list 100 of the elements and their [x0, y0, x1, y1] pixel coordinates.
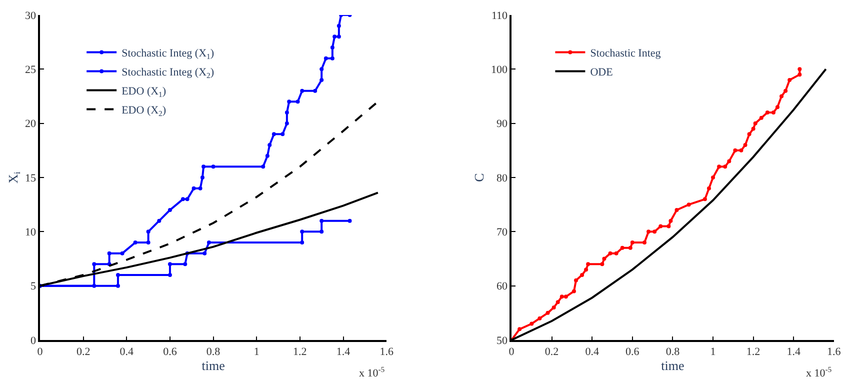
y-tick-label: 15: [25, 172, 37, 184]
point: [284, 121, 289, 126]
point: [300, 240, 304, 244]
point: [180, 197, 185, 202]
y-tick-label: 50: [496, 334, 508, 347]
point: [658, 224, 663, 228]
point: [146, 230, 150, 234]
point: [798, 67, 802, 72]
point: [330, 56, 334, 60]
point: [202, 251, 207, 256]
point: [572, 289, 576, 294]
point: [518, 327, 522, 332]
y-tick-label: 5: [30, 280, 37, 293]
x-tick-label: 1.2: [293, 346, 307, 358]
y-tick-label: 80: [496, 172, 508, 184]
point: [200, 176, 204, 180]
y-tick-label: 70: [496, 226, 508, 239]
point: [116, 284, 120, 288]
point: [765, 110, 770, 114]
point: [600, 262, 604, 266]
point: [284, 110, 289, 114]
point: [287, 100, 292, 104]
x-tick-label: 1: [254, 346, 260, 358]
point: [586, 262, 590, 266]
point: [723, 164, 728, 169]
point: [332, 34, 337, 39]
point: [116, 273, 120, 277]
point: [168, 262, 172, 266]
point: [300, 88, 304, 93]
y-tick-label: 90: [496, 118, 508, 130]
x-tick-label: 0.6: [163, 346, 178, 358]
legend-label: Stochastic Integ (X$_{1}$): [122, 48, 214, 61]
point: [608, 251, 612, 256]
point: [198, 186, 202, 190]
point: [668, 218, 673, 223]
point: [300, 230, 304, 234]
y-axis-title: C: [472, 173, 487, 182]
point: [538, 316, 542, 320]
point: [202, 164, 206, 169]
point: [546, 310, 550, 315]
y-tick-label: 10: [25, 226, 37, 239]
point: [580, 273, 584, 277]
point: [743, 143, 748, 147]
point: [747, 132, 752, 136]
point: [320, 67, 324, 72]
point: [120, 251, 124, 256]
point: [759, 116, 764, 120]
point: [751, 126, 756, 131]
point: [272, 132, 276, 136]
point: [560, 294, 564, 299]
point: [336, 24, 341, 28]
point: [702, 197, 707, 202]
point: [788, 78, 792, 82]
point: [330, 46, 334, 50]
point: [727, 159, 732, 164]
legend-label: EDO (X$_{1}$): [122, 86, 166, 99]
x-tick-label: 0.8: [666, 346, 680, 358]
point: [320, 78, 324, 82]
point: [296, 100, 300, 104]
x-tick-label: 0.2: [76, 346, 90, 358]
y-tick-label: 100: [491, 64, 508, 76]
point: [320, 218, 324, 223]
point: [183, 262, 188, 266]
x-tick-label: 0.2: [544, 346, 559, 358]
point: [628, 246, 632, 250]
point: [574, 278, 578, 282]
point: [706, 186, 711, 190]
point: [630, 240, 634, 244]
point: [107, 251, 112, 256]
point: [211, 164, 216, 169]
y-tick-label: 25: [25, 64, 37, 76]
point: [133, 240, 138, 244]
y-tick-label: 0: [30, 334, 37, 347]
point: [780, 94, 784, 98]
point: [717, 164, 722, 169]
point: [733, 148, 738, 152]
point: [157, 218, 162, 223]
point: [739, 148, 744, 152]
point: [552, 306, 556, 310]
x-tick-label: 1.2: [746, 346, 760, 358]
point: [620, 246, 624, 250]
point: [268, 143, 272, 147]
x-axis-title: time: [661, 358, 684, 373]
x-tick-label: 1.6: [827, 346, 842, 358]
legend-label: Stochastic Integ: [590, 48, 662, 60]
x-axis-title: time: [202, 358, 226, 373]
x-tick-label: 0.8: [206, 346, 221, 358]
y-tick-label: 60: [496, 280, 508, 293]
point: [530, 322, 534, 326]
text: x 10$^{-5}$: [359, 365, 385, 380]
point: [192, 186, 196, 190]
point: [261, 164, 266, 169]
point: [614, 251, 618, 256]
x-tick-label: 1: [710, 346, 716, 358]
x-tick-label: 1.4: [336, 346, 351, 358]
point: [602, 256, 606, 261]
point: [185, 197, 190, 202]
legend-label: EDO (X$_{2}$): [122, 104, 166, 118]
point: [642, 240, 646, 244]
point: [564, 294, 568, 299]
